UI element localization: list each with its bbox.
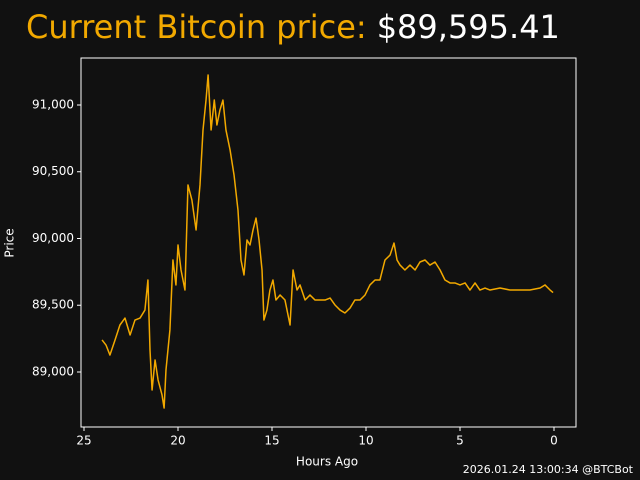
x-tick-label: 0 [550,434,558,448]
y-tick-label: 91,000 [32,97,74,111]
x-axis-label: Hours Ago [296,455,358,469]
x-tick-label: 15 [264,434,279,448]
footer: 2026.01.24 13:00:34 @BTCBot [463,463,634,476]
y-tick-label: 89,000 [32,364,74,378]
plot-frame [80,57,577,428]
y-axis-label: Price [3,228,17,257]
x-tick-label: 5 [456,434,464,448]
y-tick-label: 89,500 [32,298,74,312]
title-text: Current Bitcoin price: [26,8,367,46]
x-tick-label: 25 [76,434,91,448]
y-tick-label: 90,000 [32,231,74,245]
x-tick-label: 10 [358,434,373,448]
chart-title: Current Bitcoin price: $89,595.41 [26,8,560,46]
x-tick-label: 20 [170,434,185,448]
price-line [101,74,554,409]
price-text: $89,595.41 [377,8,560,46]
y-tick-label: 90,500 [32,164,74,178]
